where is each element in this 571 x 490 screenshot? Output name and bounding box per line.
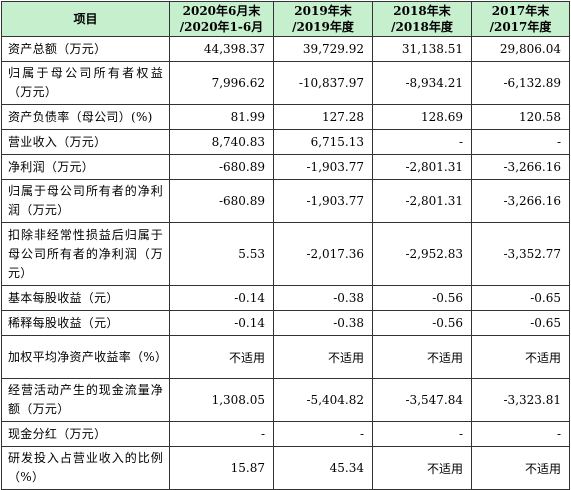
table-header: 项目 2020年6月末 /2020年1-6月 2019年末 /2019年度 20… <box>1 1 570 37</box>
row-label: 经营活动产生的现金流量净额（万元） <box>1 378 170 422</box>
header-2019: 2019年末 /2019年度 <box>273 1 373 37</box>
row-value: 39,729.92 <box>273 36 373 62</box>
row-value: - <box>471 421 570 447</box>
row-value: 5.53 <box>169 222 274 286</box>
row-value: 不适用 <box>471 446 570 490</box>
row-value: 8,740.83 <box>169 129 274 155</box>
table-row: 扣除非经常性损益后归属于母公司所有者的净利润（万元） 5.53 -2,017.36-… <box>1 222 570 286</box>
header-row: 项目 2020年6月末 /2020年1-6月 2019年末 /2019年度 20… <box>1 1 570 37</box>
row-value: -680.89 <box>169 154 274 180</box>
row-value: -0.65 <box>471 310 570 336</box>
row-value: 15.87 <box>169 446 274 490</box>
row-value: -1,903.77 <box>273 179 373 223</box>
row-label: 资产负债率（母公司）(%) <box>1 104 170 130</box>
row-label: 归属于母公司所有者权益（万元） <box>1 61 170 105</box>
table-row: 资产负债率（母公司）(%) 81.99 127.28 128.69 120.58 <box>1 104 570 130</box>
row-value: 127.28 <box>273 104 373 130</box>
row-value: -0.56 <box>372 285 472 311</box>
row-value: 不适用 <box>372 446 472 490</box>
row-value: 不适用 <box>273 335 373 379</box>
row-value: 45.34 <box>273 446 373 490</box>
row-value: -3,323.81 <box>471 378 570 422</box>
table-row: 归属于母公司所有者权益（万元） 7,996.62 -10,837.97 -8,934.… <box>1 61 570 105</box>
table-row: 研发投入占营业收入的比例（%） 15.87 45.34 不适用 不适用 <box>1 446 570 490</box>
table-row: 现金分红（万元） - - - - <box>1 421 570 447</box>
row-value: - <box>169 421 274 447</box>
row-value: -3,547.84 <box>372 378 472 422</box>
row-value: -680.89 <box>169 179 274 223</box>
row-label: 资产总额（万元） <box>1 36 170 62</box>
row-label: 营业收入（万元） <box>1 129 170 155</box>
header-2020h1: 2020年6月末 /2020年1-6月 <box>169 1 274 37</box>
row-value: -0.14 <box>169 285 274 311</box>
row-value: 31,138.51 <box>372 36 472 62</box>
row-value: - <box>372 129 472 155</box>
row-label: 研发投入占营业收入的比例（%） <box>1 446 170 490</box>
row-value: -2,801.31 <box>372 154 472 180</box>
row-value: -0.14 <box>169 310 274 336</box>
row-value: - <box>471 129 570 155</box>
row-label: 净利润（万元） <box>1 154 170 180</box>
table-row: 营业收入（万元） 8,740.83 6,715.13- - <box>1 129 570 155</box>
table-row: 经营活动产生的现金流量净额（万元） 1,308.05 -5,404.82 -3,547… <box>1 378 570 422</box>
table-row: 基本每股收益（元） -0.14 -0.38 -0.56 -0.65 <box>1 285 570 311</box>
row-value: -3,266.16 <box>471 154 570 180</box>
row-value: 不适用 <box>169 335 274 379</box>
row-value: -0.56 <box>372 310 472 336</box>
row-value: 128.69 <box>372 104 472 130</box>
row-value: -0.38 <box>273 310 373 336</box>
header-2017: 2017年末 /2017年度 <box>471 1 570 37</box>
row-value: - <box>273 421 373 447</box>
row-value: -10,837.97 <box>273 61 373 105</box>
row-label: 基本每股收益（元） <box>1 285 170 311</box>
row-label: 扣除非经常性损益后归属于母公司所有者的净利润（万元） <box>1 222 170 286</box>
row-label: 现金分红（万元） <box>1 421 170 447</box>
row-value: 6,715.13 <box>273 129 373 155</box>
row-value: -5,404.82 <box>273 378 373 422</box>
row-value: 120.58 <box>471 104 570 130</box>
row-value: -2,952.83 <box>372 222 472 286</box>
table-row: 归属于母公司所有者的净利润（万元） -680.89 -1,903.77 -2,801.… <box>1 179 570 223</box>
row-value: -3,352.77 <box>471 222 570 286</box>
row-value: 不适用 <box>471 335 570 379</box>
table-body: 资产总额（万元） 44,398.37 39,729.92 31,138.51 29,80… <box>1 36 570 490</box>
row-value: -2,017.36 <box>273 222 373 286</box>
row-value: -1,903.77 <box>273 154 373 180</box>
table-row: 净利润（万元） -680.89 -1,903.77 -2,801.31 -3,266.1… <box>1 154 570 180</box>
row-value: 44,398.37 <box>169 36 274 62</box>
row-value: 7,996.62 <box>169 61 274 105</box>
header-2018: 2018年末 /2018年度 <box>372 1 472 37</box>
row-value: 1,308.05 <box>169 378 274 422</box>
header-item: 项目 <box>1 1 170 37</box>
row-value: -8,934.21 <box>372 61 472 105</box>
row-value: -0.38 <box>273 285 373 311</box>
row-label: 稀释每股收益（元） <box>1 310 170 336</box>
row-label: 加权平均净资产收益率（%） <box>1 335 170 379</box>
row-value: 29,806.04 <box>471 36 570 62</box>
row-value: - <box>372 421 472 447</box>
row-value: 不适用 <box>372 335 472 379</box>
row-value: -2,801.31 <box>372 179 472 223</box>
row-value: -0.65 <box>471 285 570 311</box>
table-row: 资产总额（万元） 44,398.37 39,729.92 31,138.51 29,80… <box>1 36 570 62</box>
row-value: -3,266.16 <box>471 179 570 223</box>
row-value: -6,132.89 <box>471 61 570 105</box>
row-value: 81.99 <box>169 104 274 130</box>
table-row: 加权平均净资产收益率（%） 不适用 不适用 不适用 不适用 <box>1 335 570 379</box>
row-label: 归属于母公司所有者的净利润（万元） <box>1 179 170 223</box>
table-row: 稀释每股收益（元） -0.14 -0.38 -0.56 -0.65 <box>1 310 570 336</box>
